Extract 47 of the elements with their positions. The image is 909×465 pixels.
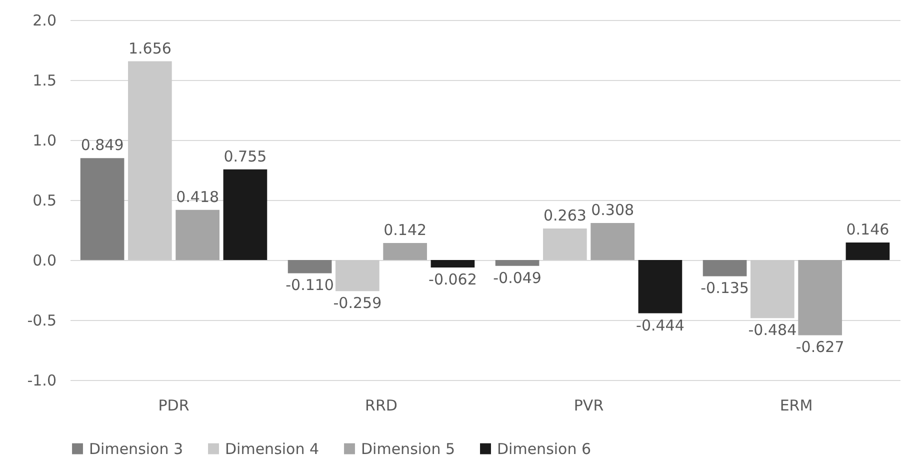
data-label: -0.444 xyxy=(636,316,684,334)
y-tick-label: 1.0 xyxy=(32,132,56,150)
bar xyxy=(128,61,172,260)
bar xyxy=(223,169,268,260)
data-label: -0.484 xyxy=(748,321,797,340)
legend-label: Dimension 4 xyxy=(225,440,320,458)
bar xyxy=(383,242,427,260)
data-label: -0.049 xyxy=(493,268,542,287)
data-label: 0.142 xyxy=(384,220,427,239)
data-label: 0.146 xyxy=(846,220,890,238)
data-label: -0.259 xyxy=(333,294,382,312)
data-label: -0.627 xyxy=(796,338,844,356)
bar xyxy=(702,260,747,276)
bar xyxy=(750,260,794,318)
y-tick-label: 0.5 xyxy=(32,192,56,210)
bar xyxy=(798,260,842,336)
x-tick-label: RRD xyxy=(365,396,398,414)
bar xyxy=(80,158,124,260)
data-label: 0.755 xyxy=(224,147,267,166)
data-label: 0.263 xyxy=(543,206,586,224)
bar xyxy=(638,260,682,314)
data-label: -0.110 xyxy=(286,276,334,294)
x-tick-label: PDR xyxy=(158,396,190,414)
bar xyxy=(846,242,890,260)
bar xyxy=(543,228,587,260)
data-label: -0.135 xyxy=(700,279,749,298)
y-tick-label: 2.0 xyxy=(32,12,56,30)
x-tick-label: PVR xyxy=(574,396,604,414)
y-tick-label: -1.0 xyxy=(27,372,56,390)
legend-label: Dimension 3 xyxy=(89,440,184,458)
bar xyxy=(590,223,634,260)
legend-label: Dimension 5 xyxy=(361,440,456,458)
bar xyxy=(336,260,380,292)
legend-label: Dimension 6 xyxy=(497,440,592,458)
bar xyxy=(430,260,475,268)
data-label: 0.418 xyxy=(176,188,220,206)
x-tick-label: ERM xyxy=(780,396,813,414)
data-label: 0.849 xyxy=(80,136,124,154)
data-label: 0.308 xyxy=(591,201,634,220)
data-label: 1.656 xyxy=(128,39,172,58)
y-tick-label: -0.5 xyxy=(27,312,56,330)
y-tick-label: 1.5 xyxy=(32,72,56,90)
bar xyxy=(288,260,332,274)
y-tick-label: 0.0 xyxy=(32,252,56,270)
bar xyxy=(176,210,220,260)
data-label: -0.062 xyxy=(428,270,477,288)
bar xyxy=(495,260,540,266)
